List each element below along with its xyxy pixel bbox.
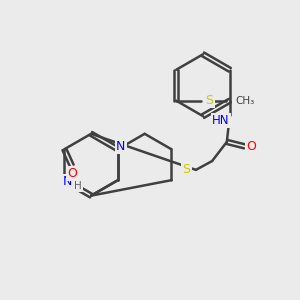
Text: O: O [67,167,76,180]
Text: HN: HN [212,114,230,127]
Text: CH₃: CH₃ [235,96,254,106]
Text: S: S [183,164,190,176]
Text: N: N [63,175,72,188]
Text: S: S [206,94,214,107]
Text: N: N [116,140,125,153]
Text: H: H [74,181,82,191]
Text: O: O [246,140,256,153]
